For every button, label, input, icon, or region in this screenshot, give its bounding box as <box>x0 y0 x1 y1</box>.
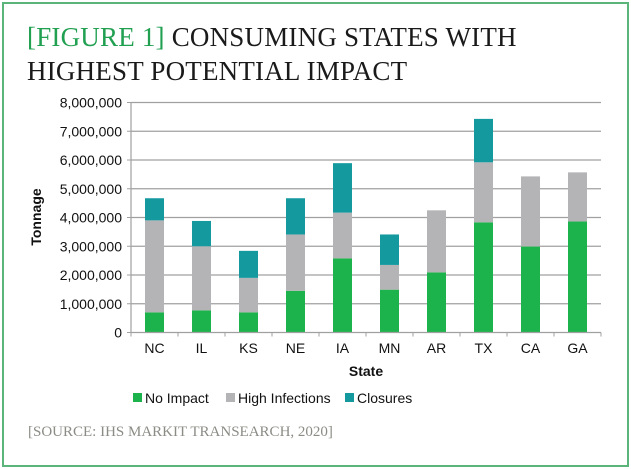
y-tick-label: 6,000,000 <box>60 152 122 168</box>
bar-no-impact <box>333 258 352 333</box>
legend-swatch-high-infections <box>226 393 235 402</box>
y-tick-label: 8,000,000 <box>60 95 122 111</box>
legend-swatch-no-impact <box>133 393 142 402</box>
axes <box>130 102 602 337</box>
x-axis-ticks: NC IL KS NE IA MN AR TX CA GA <box>144 340 588 356</box>
bar-no-impact <box>521 246 540 333</box>
x-tick-label: CA <box>521 340 541 356</box>
figure-title: [FIGURE 1] CONSUMING STATES WITH HIGHEST… <box>27 20 607 88</box>
x-tick-label: NC <box>144 340 164 356</box>
y-tick-label: 2,000,000 <box>60 267 122 283</box>
bar-high-infections <box>427 210 446 273</box>
bar-high-infections <box>239 277 258 313</box>
source-note: [SOURCE: IHS MARKIT TRANSEARCH, 2020] <box>28 424 333 440</box>
y-tick-label: 3,000,000 <box>60 238 122 254</box>
y-tick-label: 0 <box>114 325 122 341</box>
bar-high-infections <box>333 212 352 259</box>
bar-high-infections <box>192 246 211 311</box>
x-tick-label: KS <box>239 340 258 356</box>
bar-high-infections <box>145 220 164 313</box>
y-tick-label: 7,000,000 <box>60 123 122 139</box>
bar-no-impact <box>427 272 446 333</box>
bar-high-infections <box>380 264 399 290</box>
bar-no-impact <box>239 312 258 333</box>
bar-closures <box>333 163 352 213</box>
bar-closures <box>380 234 399 265</box>
y-tick-label: 1,000,000 <box>60 296 122 312</box>
bar-no-impact <box>145 312 164 333</box>
y-tick-label: 5,000,000 <box>60 181 122 197</box>
bar-high-infections <box>521 176 540 247</box>
x-tick-label: GA <box>567 340 588 356</box>
x-tick-label: TX <box>475 340 494 356</box>
legend-label: No Impact <box>145 390 209 406</box>
bar-closures <box>192 220 211 247</box>
x-axis-title: State <box>349 363 383 379</box>
y-tick-label: 4,000,000 <box>60 210 122 226</box>
bar-closures <box>145 198 164 221</box>
bar-no-impact <box>380 289 399 333</box>
legend: No Impact High Infections Closures <box>133 390 412 406</box>
y-axis-title: Tonnage <box>28 188 44 246</box>
bar-high-infections <box>286 234 305 291</box>
bar-no-impact <box>568 221 587 333</box>
bar-high-infections <box>474 162 493 223</box>
figure-label: [FIGURE 1] <box>27 22 165 52</box>
bar-closures <box>286 198 305 235</box>
x-tick-label: NE <box>286 340 305 356</box>
bar-no-impact <box>192 310 211 333</box>
x-tick-label: IA <box>336 340 350 356</box>
x-tick-label: MN <box>379 340 401 356</box>
bar-closures <box>239 250 258 278</box>
y-axis-ticks: 0 1,000,000 2,000,000 3,000,000 4,000,000 5,0… <box>60 95 123 341</box>
bars <box>145 118 587 333</box>
x-tick-label: IL <box>196 340 208 356</box>
bar-high-infections <box>568 172 587 222</box>
figure-title-text: CONSUMING STATES WITH HIGHEST POTENTIAL … <box>27 22 517 86</box>
bar-no-impact <box>474 222 493 333</box>
x-tick-label: AR <box>427 340 446 356</box>
bar-closures <box>474 118 493 163</box>
bar-no-impact <box>286 290 305 333</box>
legend-swatch-closures <box>345 393 354 402</box>
legend-label: High Infections <box>238 390 331 406</box>
legend-label: Closures <box>357 390 412 406</box>
